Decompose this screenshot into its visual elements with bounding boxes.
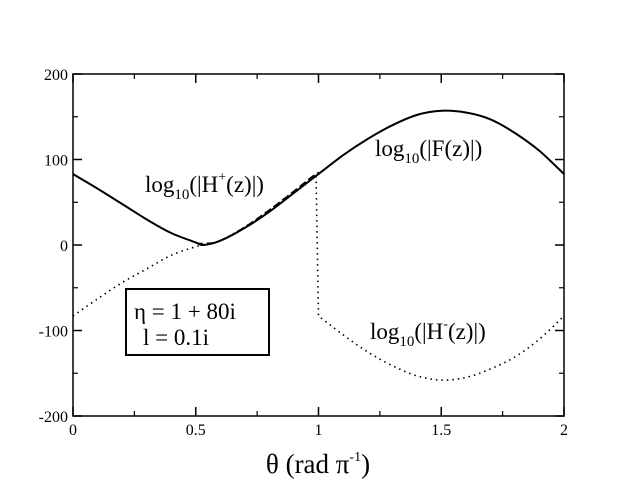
ann-hplus-sup: + [218, 170, 226, 185]
y-tick-label: 200 [44, 67, 68, 84]
x-tick-label: 0.5 [186, 422, 206, 439]
annotation-f: log10(|F(z)|) [375, 136, 482, 167]
ann-f-pre: log [375, 136, 405, 161]
ann-f-post: (|F(z)|) [419, 136, 482, 161]
x-tick-label: 2 [560, 422, 568, 439]
ann-f-sub: 10 [404, 151, 419, 167]
ann-hminus-mid: (|H [414, 319, 443, 344]
y-tick-label: -100 [39, 324, 68, 341]
x-axis-label-main: θ (rad π [266, 449, 350, 479]
ann-hplus-mid: (|H [189, 172, 218, 197]
x-tick-label: 1.5 [431, 422, 451, 439]
parameter-l: l = 0.1i [143, 325, 209, 350]
ann-hplus-post: (z)|) [226, 172, 264, 197]
x-axis-label: θ (rad π-1) [266, 449, 370, 479]
parameter-box [125, 288, 270, 356]
parameter-eta: η = 1 + 80i [134, 299, 236, 324]
ann-hplus-sub: 10 [174, 187, 189, 203]
y-tick-label: 100 [44, 153, 68, 170]
y-tick-label: -200 [39, 409, 68, 426]
ann-hminus-post: (z)|) [448, 319, 486, 344]
series-f-solid-line [72, 109, 565, 247]
annotation-hplus: log10(|H+(z)|) [145, 170, 264, 203]
ann-hminus-sub: 10 [399, 334, 414, 350]
ann-hplus-pre: log [145, 172, 175, 197]
y-tick-label: 0 [60, 238, 68, 255]
plot-frame [72, 73, 565, 417]
x-tick-label: 1 [315, 422, 323, 439]
x-axis-label-end: ) [361, 449, 370, 479]
x-tick-label: 0 [69, 422, 77, 439]
axis-ticks: 0 0.5 1 1.5 2 -200 -100 0 100 200 [39, 67, 568, 439]
ann-hminus-pre: log [370, 319, 400, 344]
x-axis-label-sup: -1 [349, 450, 361, 465]
annotation-hminus: log10(|H-(z)|) [370, 317, 486, 350]
ann-hminus-sup: - [443, 317, 448, 332]
